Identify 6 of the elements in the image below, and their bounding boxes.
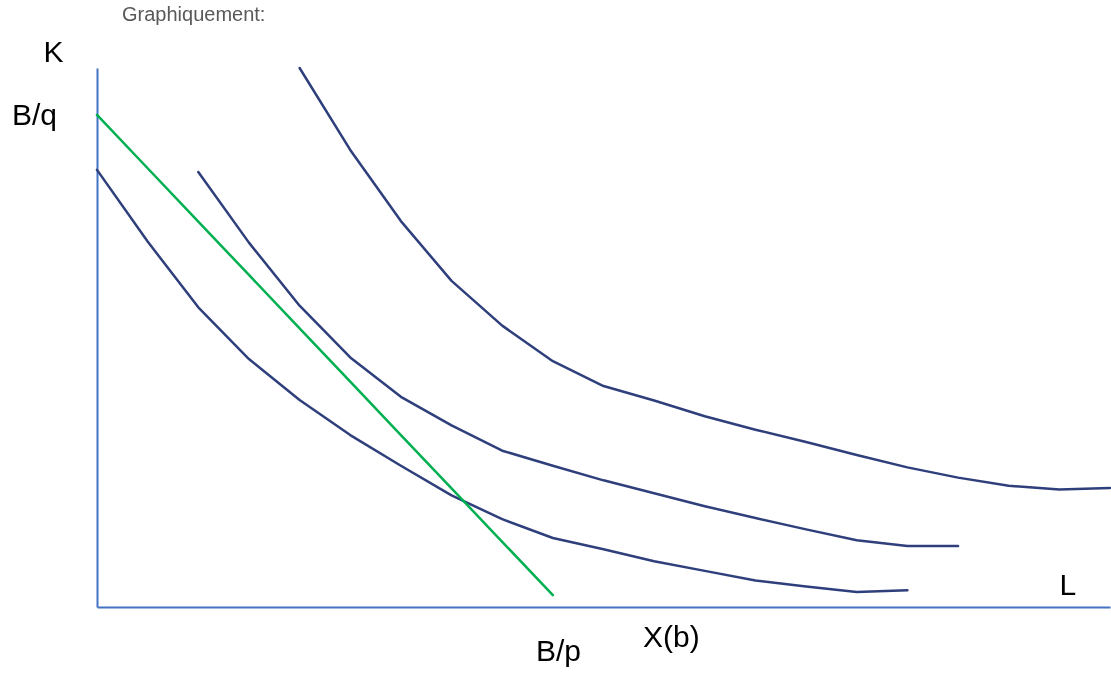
text: X(b) (643, 620, 700, 653)
text: B/q (12, 98, 58, 131)
text: B/p (536, 634, 582, 667)
y-axis-title: K (43, 34, 64, 68)
chart-title: Graphiquement: (122, 3, 266, 25)
x-axis-title: L (1059, 567, 1077, 601)
